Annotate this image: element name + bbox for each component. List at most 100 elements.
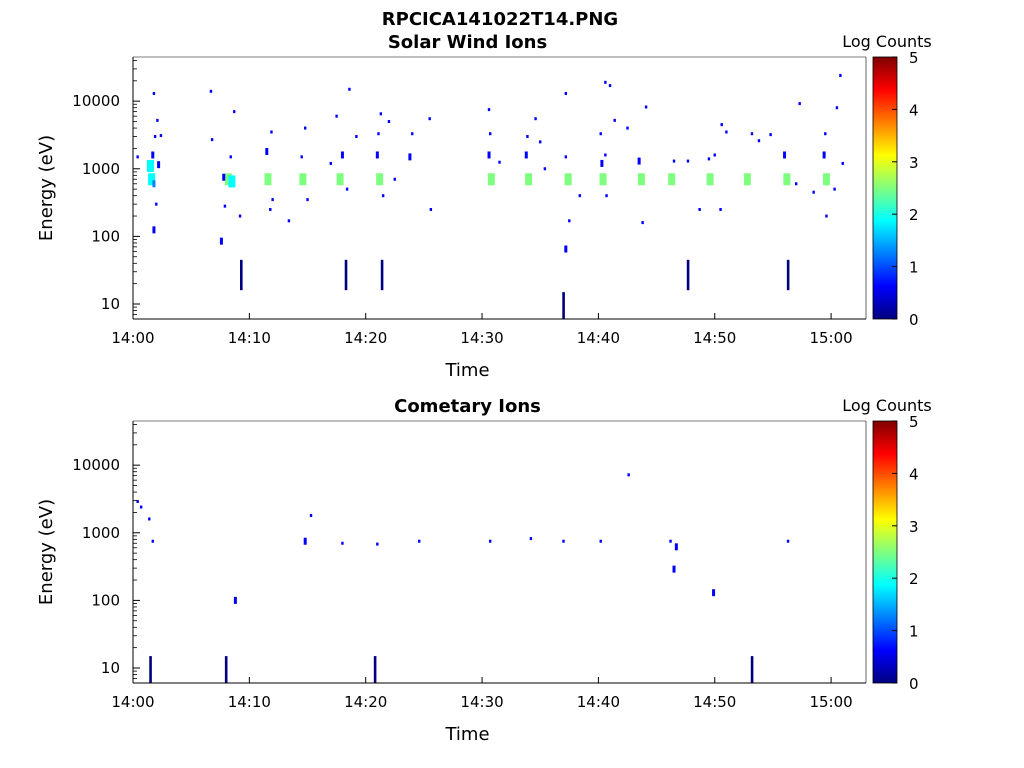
data-bar [224, 656, 228, 683]
y-tick-label: 10000 [72, 456, 120, 474]
x-tick-label: 14:40 [577, 329, 620, 347]
y-axis-label: Energy (eV) [36, 499, 57, 605]
data-point [525, 173, 533, 186]
x-tick-label: 14:50 [693, 693, 736, 711]
data-point [825, 214, 828, 218]
data-point [152, 226, 156, 234]
data-point [340, 151, 344, 159]
data-point [429, 207, 433, 211]
y-axis-label: Energy (eV) [36, 135, 57, 241]
data-point [387, 120, 391, 124]
y-tick-label: 100 [91, 227, 120, 245]
panel-title: Solar Wind Ions [388, 32, 547, 53]
data-point [408, 153, 412, 161]
data-point [228, 175, 236, 188]
data-point [341, 541, 344, 545]
data-point [822, 151, 826, 159]
data-point [155, 202, 158, 206]
data-point [376, 542, 379, 546]
data-point [668, 173, 676, 186]
data-point [725, 130, 728, 134]
data-point [564, 173, 572, 186]
data-point [153, 135, 157, 139]
data-point [539, 140, 542, 144]
panel-solar-wind-ions: 14:00 14:10 14:20 14:30 14:40 14:50 15:0010100… [36, 32, 932, 381]
colorbar-tick-label: 1 [909, 259, 919, 277]
data-point [210, 138, 214, 142]
data-bar [149, 656, 152, 683]
data-point [564, 245, 568, 253]
data-point [299, 173, 307, 186]
data-point [348, 87, 351, 91]
data-point [306, 198, 309, 202]
plot-area [133, 57, 866, 319]
data-point [159, 134, 163, 138]
data-point [562, 539, 565, 543]
data-point [309, 514, 313, 518]
x-tick-label: 14:10 [228, 329, 271, 347]
data-point [783, 173, 791, 186]
data-point [287, 219, 291, 223]
data-point [698, 207, 701, 211]
y-tick-label: 10 [101, 295, 120, 313]
data-point [238, 214, 242, 218]
data-point [487, 108, 491, 112]
data-point [706, 173, 714, 186]
data-bar [380, 259, 384, 291]
data-point [229, 155, 232, 159]
data-point [418, 539, 421, 543]
x-tick-label: 14:30 [460, 693, 503, 711]
data-point [608, 84, 612, 88]
data-point [599, 173, 607, 186]
x-axis-label: Time [444, 724, 489, 745]
data-point [151, 151, 155, 159]
data-point [136, 500, 139, 504]
colorbar-tick-label: 3 [909, 518, 919, 536]
data-bar [750, 656, 754, 683]
x-tick-label: 15:00 [809, 693, 852, 711]
data-point [604, 80, 607, 84]
data-point [148, 517, 151, 521]
colorbar-label: Log Counts [842, 32, 932, 51]
data-point [393, 177, 396, 181]
panel-title: Cometary Ions [394, 396, 541, 417]
data-point [564, 91, 568, 95]
data-point [713, 153, 716, 157]
data-point [335, 114, 338, 118]
data-point [824, 132, 827, 136]
data-point [219, 237, 223, 245]
data-point [157, 161, 161, 169]
y-tick-label: 10000 [72, 92, 120, 110]
y-tick-label: 1000 [82, 524, 120, 542]
data-point [534, 117, 537, 121]
data-point [377, 132, 380, 136]
data-point [303, 537, 307, 545]
data-point [488, 539, 492, 543]
data-point [794, 182, 798, 186]
data-bar [686, 259, 690, 291]
data-point [637, 157, 641, 165]
data-point [529, 537, 533, 541]
data-point [222, 173, 226, 181]
colorbar-tick-label: 0 [909, 311, 919, 329]
data-point [136, 155, 139, 159]
data-point [223, 204, 227, 208]
data-point [233, 110, 236, 114]
x-tick-label: 15:00 [809, 329, 852, 347]
data-bar [786, 259, 790, 291]
data-point [524, 151, 528, 159]
colorbar-tick-label: 4 [909, 465, 919, 483]
data-point [564, 155, 568, 159]
data-point [487, 151, 491, 159]
data-point [381, 194, 385, 198]
colorbar-tick-label: 3 [909, 154, 919, 172]
data-point [686, 159, 690, 163]
data-point [148, 173, 156, 186]
data-bar [240, 259, 243, 291]
data-point [613, 118, 616, 122]
data-point [750, 132, 754, 136]
y-tick-label: 100 [91, 591, 120, 609]
colorbar-tick-label: 5 [909, 413, 919, 431]
data-point [669, 539, 672, 543]
data-point [769, 133, 772, 137]
